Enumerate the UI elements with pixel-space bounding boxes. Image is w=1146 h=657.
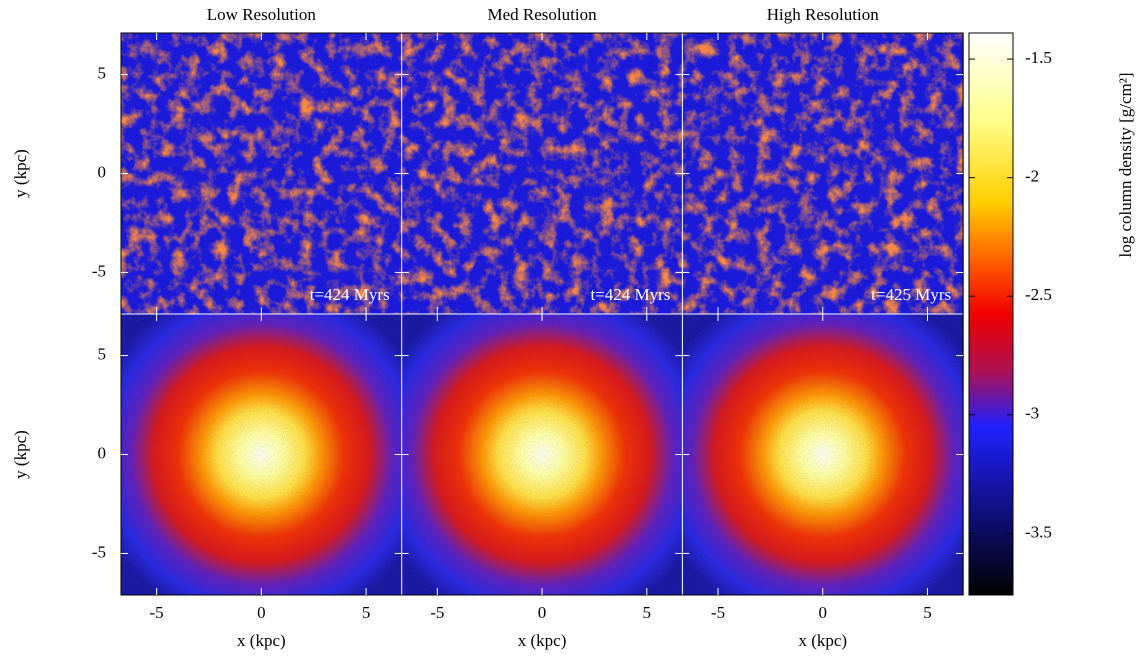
y-tick-label: -5	[92, 261, 106, 280]
x-tick-label: 5	[923, 603, 932, 622]
y-tick-label: -5	[92, 542, 106, 561]
panels	[121, 33, 964, 595]
colorbar-tick-label: -2	[1025, 167, 1039, 186]
x-tick-label: 5	[362, 603, 371, 622]
x-tick-label: 0	[819, 603, 828, 622]
y-axis-label: y (kpc)	[11, 430, 30, 479]
gas-map-filaments	[121, 33, 402, 314]
colorbar	[968, 32, 1014, 596]
y-tick-label: 0	[98, 162, 107, 181]
star-map-noise	[401, 314, 683, 595]
time-annotation: t=424 Myrs	[310, 285, 390, 304]
colorbar-label: log column density [g/cm²]	[1116, 73, 1135, 258]
y-tick-label: 5	[98, 344, 107, 363]
x-tick-label: 5	[643, 603, 652, 622]
panel-title: Low Resolution	[207, 5, 317, 24]
axes: Low Resolution Med Resolution High Resolut…	[11, 5, 1135, 650]
x-axis-label: x (kpc)	[798, 631, 847, 650]
x-tick-label: 0	[538, 603, 547, 622]
time-annotation: t=425 Myrs	[871, 285, 951, 304]
colorbar-tick-label: -3.5	[1025, 522, 1052, 541]
colorbar-tick-label: -1.5	[1025, 48, 1052, 67]
gas-map-filaments	[401, 33, 683, 314]
y-axis-label: y (kpc)	[11, 149, 30, 198]
colorbar-tick-label: -2.5	[1025, 285, 1052, 304]
x-axis-label: x (kpc)	[518, 631, 567, 650]
star-map-noise	[121, 314, 402, 595]
y-tick-label: 0	[98, 443, 107, 462]
time-annotation: t=424 Myrs	[590, 285, 670, 304]
x-axis-label: x (kpc)	[237, 631, 286, 650]
x-tick-label: -5	[150, 603, 164, 622]
y-tick-label: 5	[98, 63, 107, 82]
gas-map-filaments	[682, 33, 964, 314]
x-tick-label: -5	[430, 603, 444, 622]
panel-title: High Resolution	[767, 5, 879, 24]
panel-title: Med Resolution	[488, 5, 598, 24]
x-tick-label: -5	[711, 603, 725, 622]
colorbar-tick-label: -3	[1025, 404, 1039, 423]
star-map-noise	[682, 314, 964, 595]
x-tick-label: 0	[257, 603, 266, 622]
